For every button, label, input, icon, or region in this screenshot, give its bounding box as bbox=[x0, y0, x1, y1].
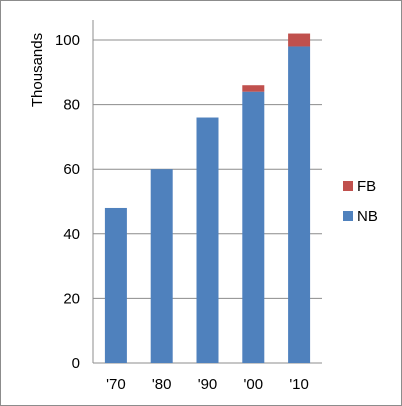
x-tick-label: '70 bbox=[106, 376, 126, 393]
bar-nb bbox=[150, 169, 173, 363]
y-tick-label: 0 bbox=[72, 355, 80, 372]
x-tick-label: '00 bbox=[244, 376, 264, 393]
y-tick-label: 40 bbox=[63, 226, 80, 243]
bar-nb bbox=[242, 91, 265, 364]
legend-swatch-fb bbox=[343, 181, 353, 191]
bar-fb bbox=[288, 33, 311, 47]
x-tick-labels: '70 '80 '90 '00 '10 bbox=[106, 376, 309, 393]
y-tick-label: 20 bbox=[63, 290, 80, 307]
legend-label-fb: FB bbox=[357, 178, 376, 195]
legend: FB NB bbox=[343, 178, 378, 225]
bar-fb bbox=[242, 85, 265, 92]
y-tick-label: 100 bbox=[55, 32, 80, 49]
bar-nb bbox=[104, 207, 127, 363]
x-tick-label: '10 bbox=[289, 376, 309, 393]
y-tick-label: 60 bbox=[63, 161, 80, 178]
legend-swatch-nb bbox=[343, 211, 353, 221]
bar-nb bbox=[196, 117, 219, 364]
y-axis-title: Thousands bbox=[29, 33, 46, 107]
x-tick-label: '80 bbox=[152, 376, 172, 393]
bar-nb bbox=[288, 46, 311, 364]
bars bbox=[104, 33, 311, 364]
gridlines bbox=[92, 20, 322, 364]
y-tick-labels: 0 20 40 60 80 100 bbox=[55, 32, 80, 372]
legend-label-nb: NB bbox=[357, 208, 378, 225]
y-tick-label: 80 bbox=[63, 97, 80, 114]
x-tick-label: '90 bbox=[198, 376, 218, 393]
